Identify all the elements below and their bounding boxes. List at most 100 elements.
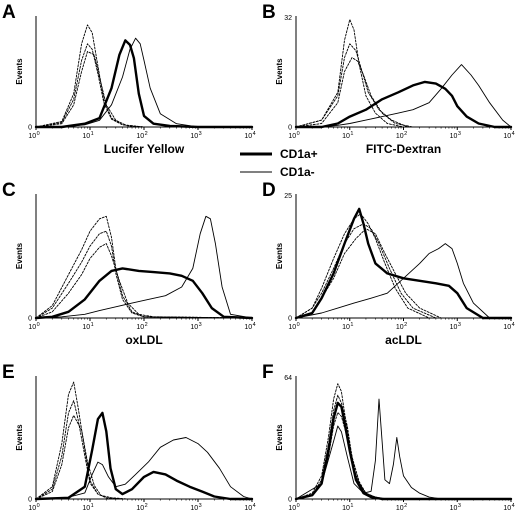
y-axis-label: Events — [275, 58, 284, 85]
x-axis-label: acLDL — [385, 333, 422, 347]
series-line-cd1a-minus — [295, 398, 512, 500]
x-tick-exponent: 2 — [145, 322, 148, 328]
series-line-control-2 — [35, 43, 253, 128]
series-line-cd1a-plus — [294, 401, 513, 501]
panel-letter: B — [262, 2, 276, 23]
x-tick-exponent: 4 — [512, 503, 515, 509]
series-line-control-2 — [295, 43, 512, 128]
x-tick-label: 104 — [503, 131, 514, 140]
x-tick-label: 101 — [342, 131, 353, 140]
series-line-cd1a-minus — [295, 243, 512, 319]
legend-label-cd1a-minus: CD1a- — [280, 165, 315, 179]
x-tick-label: 101 — [342, 322, 353, 331]
x-tick-label: 104 — [244, 322, 255, 331]
x-tick-exponent: 1 — [350, 503, 353, 509]
x-tick-exponent: 0 — [37, 131, 40, 137]
x-tick-exponent: 3 — [199, 131, 202, 137]
x-tick-label: 101 — [82, 322, 93, 331]
series-line-control-2 — [35, 230, 253, 319]
x-tick-exponent: 0 — [37, 503, 40, 509]
panel-D: D Events 0 25 100 101 102 103 104 acLDL — [262, 180, 515, 347]
x-tick-label: 101 — [82, 131, 93, 140]
x-tick-exponent: 1 — [91, 503, 94, 509]
x-tick-label: 102 — [136, 503, 147, 512]
x-tick-label: 102 — [396, 131, 407, 140]
legend-label-cd1a-plus: CD1a+ — [280, 147, 318, 161]
x-axis-label: FITC-Dextran — [366, 142, 441, 156]
series-line-control-3 — [295, 57, 512, 128]
series-line-control-1 — [295, 213, 512, 319]
x-tick-exponent: 0 — [37, 322, 40, 328]
axis-lines — [35, 194, 252, 319]
x-tick-label: 100 — [288, 322, 299, 331]
y-tick-label: 0 — [28, 316, 32, 323]
series-line-cd1a-minus — [35, 437, 253, 500]
panel-letter: C — [2, 180, 16, 201]
x-tick-exponent: 4 — [253, 503, 256, 509]
x-tick-exponent: 3 — [199, 322, 202, 328]
y-axis-label: Events — [275, 424, 284, 451]
x-tick-exponent: 2 — [404, 503, 407, 509]
x-tick-label: 104 — [244, 131, 255, 140]
series-line-cd1a-plus — [34, 411, 254, 501]
series-line-control-1 — [35, 215, 253, 319]
y-axis-label: Events — [15, 58, 24, 85]
x-tick-exponent: 2 — [404, 131, 407, 137]
series-line-control-3 — [35, 243, 253, 319]
x-tick-exponent: 4 — [253, 131, 256, 137]
x-tick-exponent: 4 — [512, 322, 515, 328]
x-tick-label: 103 — [190, 131, 201, 140]
x-tick-label: 100 — [28, 131, 39, 140]
x-axis-label: oxLDL — [125, 333, 162, 347]
x-tick-exponent: 3 — [458, 131, 461, 137]
x-tick-label: 103 — [450, 503, 461, 512]
x-tick-exponent: 1 — [350, 322, 353, 328]
series-line-cd1a-plus — [34, 267, 254, 320]
series-line-control-3 — [35, 414, 253, 500]
y-axis-label: Events — [15, 424, 24, 451]
legend: CD1a+ CD1a- — [240, 147, 318, 179]
panel-F: FEvents064100101102103104latex beads — [262, 362, 515, 512]
x-tick-exponent: 0 — [297, 322, 300, 328]
x-tick-label: 103 — [450, 322, 461, 331]
y-tick-label: 0 — [288, 497, 292, 504]
x-tick-label: 101 — [342, 503, 353, 512]
series-line-control-1 — [35, 381, 253, 500]
series-line-control-2 — [35, 400, 253, 500]
x-tick-exponent: 2 — [145, 131, 148, 137]
x-tick-exponent: 1 — [91, 322, 94, 328]
x-tick-label: 100 — [288, 503, 299, 512]
y-tick-label: 0 — [28, 125, 32, 132]
panel-letter: D — [262, 180, 276, 201]
x-tick-label: 102 — [136, 131, 147, 140]
x-tick-label: 104 — [503, 503, 514, 512]
x-tick-exponent: 2 — [404, 322, 407, 328]
x-tick-exponent: 4 — [512, 131, 515, 137]
series-line-cd1a-plus — [294, 207, 513, 320]
series-line-control-2 — [295, 394, 512, 500]
x-axis-label: Lucifer Yellow — [104, 142, 185, 156]
x-tick-label: 102 — [136, 322, 147, 331]
y-axis-label: Events — [275, 242, 284, 269]
x-tick-exponent: 4 — [253, 322, 256, 328]
x-tick-exponent: 3 — [458, 503, 461, 509]
panel-letter: E — [2, 362, 15, 383]
panel-E: EEvents0100101102103104E.coli — [2, 362, 256, 512]
x-tick-exponent: 3 — [458, 322, 461, 328]
series-line-control-1 — [35, 24, 253, 128]
y-tick-label-max: 64 — [284, 375, 292, 382]
x-tick-label: 100 — [28, 322, 39, 331]
y-tick-label-max: 32 — [284, 15, 292, 22]
x-tick-label: 103 — [450, 131, 461, 140]
x-tick-label: 100 — [288, 131, 299, 140]
panel-letter: A — [2, 2, 16, 23]
x-tick-exponent: 0 — [297, 503, 300, 509]
x-tick-exponent: 1 — [91, 131, 94, 137]
x-tick-label: 104 — [503, 322, 514, 331]
x-tick-label: 102 — [396, 322, 407, 331]
y-tick-label-max: 25 — [284, 193, 292, 200]
series-line-cd1a-plus — [294, 80, 513, 129]
